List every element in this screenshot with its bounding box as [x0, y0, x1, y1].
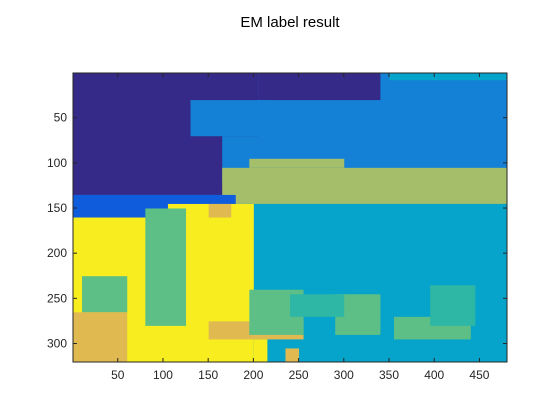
x-tick-label: 100	[153, 368, 173, 382]
y-tick-label: 150	[47, 201, 67, 215]
y-tick-label: 100	[47, 156, 67, 170]
label-region-16	[73, 312, 128, 362]
label-region-4	[190, 100, 268, 137]
chart-title: EM label result	[240, 14, 340, 31]
label-region-15	[145, 208, 187, 326]
y-axis: 50 100 150 200 250 300	[47, 111, 507, 350]
x-tick-label: 400	[424, 368, 444, 382]
label-region-22	[430, 285, 476, 326]
label-region-23	[290, 294, 345, 317]
label-region-18	[208, 203, 232, 218]
y-tick-label: 200	[47, 246, 67, 260]
x-tick-label: 450	[469, 368, 489, 382]
x-tick-label: 50	[111, 368, 125, 382]
x-tick-label: 300	[334, 368, 354, 382]
label-region-8	[249, 158, 345, 168]
axes-box	[72, 72, 508, 363]
label-region-3	[258, 73, 381, 101]
x-tick-label: 150	[198, 368, 218, 382]
x-axis: 50 100 150 200 250 300 350 400 450	[111, 73, 490, 382]
y-tick-label: 50	[54, 111, 68, 125]
x-tick-label: 250	[289, 368, 309, 382]
label-region-7	[222, 167, 507, 204]
label-region-24	[253, 339, 268, 362]
label-region-14	[82, 276, 128, 313]
label-region-25	[285, 348, 300, 362]
x-tick-label: 200	[243, 368, 263, 382]
x-tick-label: 350	[379, 368, 399, 382]
y-tick-label: 250	[47, 291, 67, 305]
y-tick-label: 300	[47, 336, 67, 350]
label-region-6	[389, 73, 507, 81]
label-image	[73, 73, 507, 362]
